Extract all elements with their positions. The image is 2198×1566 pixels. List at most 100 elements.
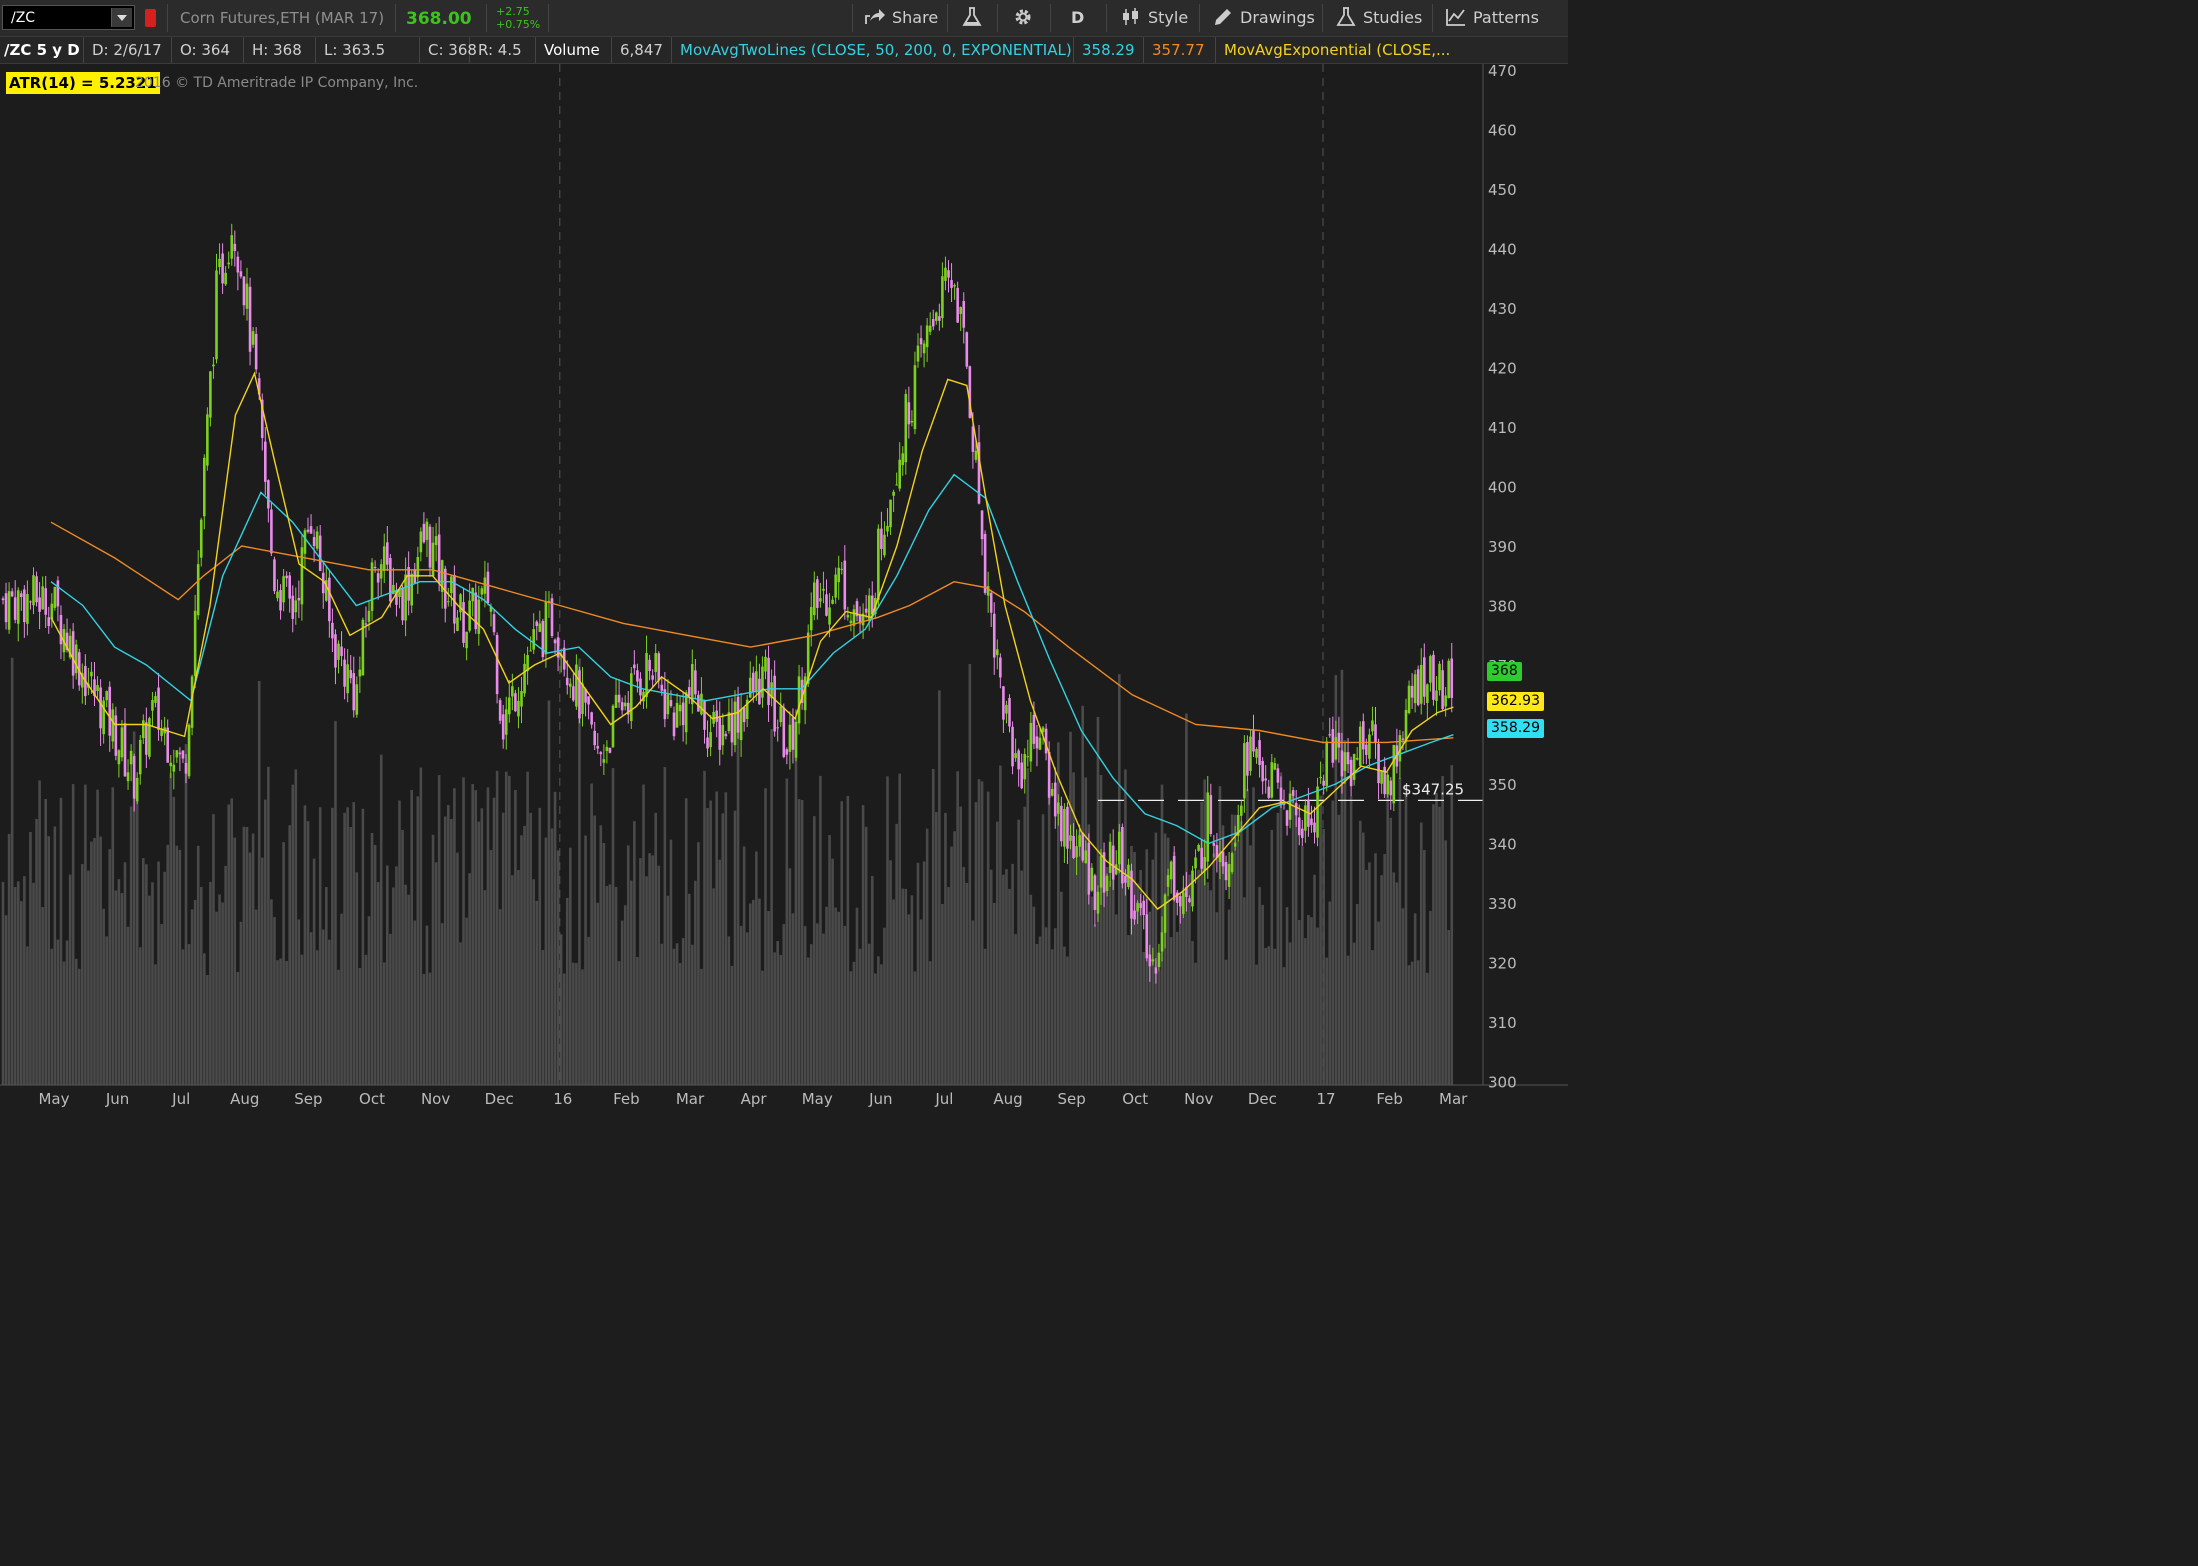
time-tick-label: Aug	[993, 1090, 1022, 1108]
volume-bar	[1374, 853, 1377, 1085]
symbol-text: /ZC	[11, 10, 36, 26]
volume-bar	[1044, 927, 1048, 1085]
volume-bar	[294, 769, 298, 1085]
studies-label: Studies	[1363, 8, 1423, 27]
volume-bar	[654, 812, 657, 1085]
timeframe-button[interactable]: D	[1071, 8, 1085, 27]
candle-body	[1218, 853, 1222, 863]
candle-body	[977, 442, 981, 504]
volume-bar	[135, 781, 139, 1085]
volume-bar	[1175, 931, 1179, 1085]
volume-bar	[1319, 795, 1322, 1085]
alert-icon[interactable]	[145, 9, 156, 27]
candle-body	[532, 629, 535, 650]
volume-bar	[806, 957, 810, 1085]
volume-bar	[32, 882, 35, 1085]
volume-bar	[1416, 960, 1420, 1085]
time-tick-label: May	[38, 1090, 69, 1108]
candle-body	[38, 597, 41, 612]
volume-bar	[1063, 946, 1066, 1085]
candle-body	[809, 607, 813, 631]
volume-bar	[1200, 801, 1203, 1085]
volume-bar	[727, 936, 731, 1085]
share-button[interactable]: Share	[864, 0, 938, 36]
volume-bar	[96, 789, 99, 1085]
candle-body	[1194, 857, 1197, 869]
candle-body	[108, 686, 112, 736]
volume-bar	[1255, 964, 1258, 1085]
divider	[548, 4, 549, 32]
candle-body	[407, 567, 410, 601]
candle-body	[495, 635, 499, 695]
candle-body	[724, 733, 728, 737]
candle-body	[727, 712, 731, 732]
candle-body	[1429, 656, 1432, 683]
candle-body	[764, 656, 767, 672]
volume-bar	[1358, 820, 1362, 1085]
candle-body	[1285, 810, 1289, 826]
divider	[1199, 4, 1200, 32]
candle-body	[867, 595, 871, 622]
candle-body	[748, 677, 752, 698]
volume-bar	[1136, 883, 1139, 1085]
candle-body	[511, 686, 514, 697]
candle-body	[236, 256, 240, 273]
candle-body	[880, 528, 883, 550]
candle-body	[755, 671, 758, 693]
study-ema-two-lines[interactable]: MovAvgTwoLines (CLOSE, 50, 200, 0, EXPON…	[672, 37, 1074, 63]
candle-body	[1252, 730, 1255, 752]
candle-body	[840, 568, 844, 570]
candle-body	[285, 575, 288, 579]
candle-body	[1075, 846, 1078, 858]
patterns-button[interactable]: Patterns	[1445, 0, 1539, 36]
price-level-line[interactable]: $347.25	[1098, 780, 1483, 801]
studies-button[interactable]: Studies	[1335, 0, 1422, 36]
price-chart[interactable]: $347.25 30031032033034035036037038039040…	[0, 64, 1568, 1117]
volume-bar	[776, 941, 779, 1085]
candle-body	[941, 276, 944, 319]
volume-bar	[1395, 882, 1399, 1085]
symbol-selector[interactable]: /ZC	[2, 5, 135, 30]
candle-body	[1383, 766, 1386, 795]
candle-body	[858, 614, 862, 624]
flask-button[interactable]	[961, 0, 989, 36]
candle-body	[1191, 870, 1194, 907]
volume-bar	[1121, 839, 1124, 1085]
volume-bar	[550, 828, 554, 1085]
volume-bar	[541, 950, 545, 1085]
candle-body	[825, 594, 828, 616]
volume-bar	[538, 807, 542, 1085]
candle-body	[1179, 895, 1182, 907]
volume-bar	[1410, 961, 1414, 1085]
study-ema-short[interactable]: MovAvgExponential (CLOSE,...	[1224, 41, 1451, 59]
volume-bar	[1450, 765, 1454, 1085]
volume-bar	[1148, 911, 1152, 1085]
drawings-button[interactable]: Drawings	[1212, 0, 1315, 36]
candle-body	[1142, 900, 1145, 916]
chevron-down-icon[interactable]	[111, 8, 132, 27]
volume-bar	[630, 880, 633, 1085]
volume-bar	[925, 828, 929, 1085]
candle-body	[938, 316, 941, 321]
volume-bar	[1227, 909, 1231, 1085]
candle-body	[550, 598, 554, 637]
candle-body	[590, 712, 593, 725]
candle-body	[953, 285, 956, 287]
candle-body	[129, 750, 133, 765]
candle-body	[892, 491, 895, 496]
volume-bar	[1301, 846, 1304, 1085]
volume-bar	[1343, 740, 1347, 1085]
volume-bar	[325, 886, 328, 1085]
volume-bar	[858, 948, 862, 1085]
volume-bar	[739, 925, 743, 1085]
candle-body	[437, 534, 441, 584]
candle-body	[10, 591, 14, 597]
style-button[interactable]: Style	[1120, 0, 1188, 36]
candle-body	[602, 759, 606, 763]
candle-body	[1401, 738, 1405, 740]
candle-body	[1157, 952, 1161, 968]
candle-body	[422, 523, 426, 543]
candle-body	[593, 730, 596, 746]
settings-button[interactable]	[1012, 0, 1040, 36]
volume-bar	[1127, 935, 1130, 1085]
